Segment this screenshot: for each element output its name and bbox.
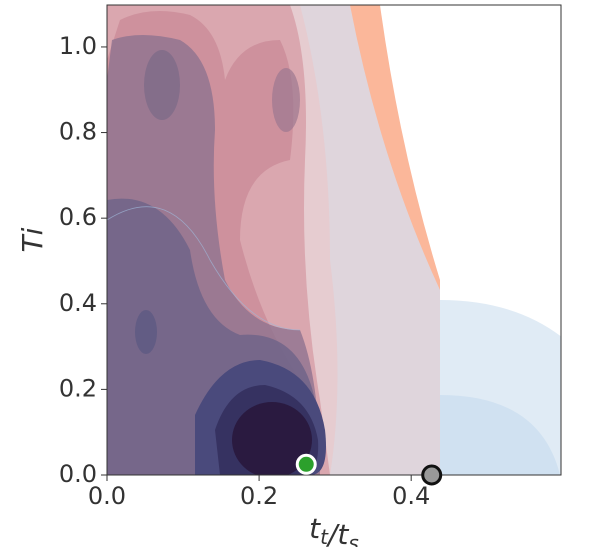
x-tick-label: 0.4	[392, 482, 430, 510]
y-tick-label: 0.2	[59, 374, 97, 402]
density-contour	[135, 310, 157, 354]
plot-frame	[106, 4, 562, 476]
x-axis-label: tt/ts	[309, 512, 359, 547]
y-axis-label: Ti	[16, 227, 49, 252]
scatter-point	[421, 464, 443, 486]
x-tick-label: 0.0	[88, 482, 126, 510]
y-tick-label: 0.6	[59, 203, 97, 231]
y-tick-label: 0.8	[59, 118, 97, 146]
y-tick-label: 1.0	[59, 32, 97, 60]
scatter-point	[295, 453, 317, 475]
x-tick-label: 0.2	[240, 482, 278, 510]
density-contour	[272, 68, 300, 132]
y-tick-label: 0.4	[59, 289, 97, 317]
density-contour	[107, 206, 301, 331]
y-tick-label: 0.0	[59, 460, 97, 488]
density-contour	[144, 50, 180, 120]
density-contours	[107, 5, 561, 475]
density-contour	[232, 402, 312, 475]
